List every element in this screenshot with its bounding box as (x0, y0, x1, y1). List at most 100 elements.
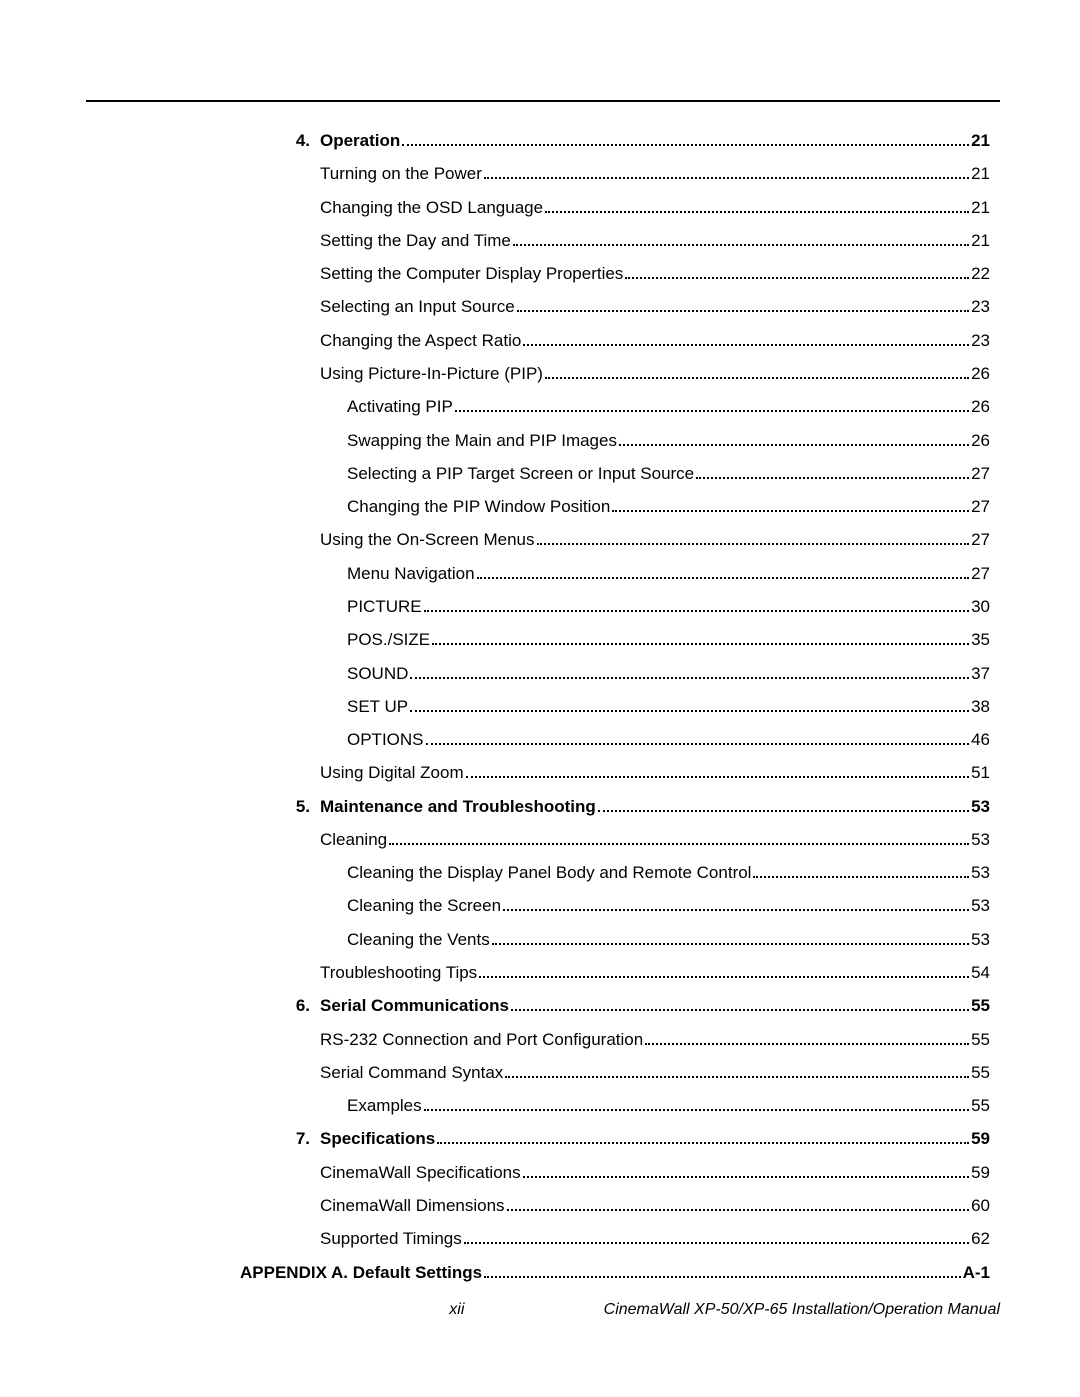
toc-row: Troubleshooting Tips 54 (280, 962, 990, 984)
toc-page-number: 27 (971, 563, 990, 585)
toc-page-number: 37 (971, 663, 990, 685)
toc-entry-label: Using Digital Zoom (320, 762, 464, 784)
toc-dot-leader (389, 832, 969, 845)
toc-dot-leader (523, 333, 969, 346)
toc-row: Changing the PIP Window Position 27 (280, 496, 990, 518)
toc-dot-leader (507, 1198, 970, 1211)
toc-page-number: 22 (971, 263, 990, 285)
toc-row: RS-232 Connection and Port Configuration… (280, 1029, 990, 1051)
toc-dot-leader (517, 300, 969, 313)
toc-dot-leader (523, 1165, 969, 1178)
toc-row: Cleaning 53 (280, 829, 990, 851)
toc-page-number: A-1 (963, 1262, 990, 1284)
toc-entry-label: RS-232 Connection and Port Configuration (320, 1029, 643, 1051)
toc-dot-leader (612, 499, 969, 512)
toc-entry-label: Changing the PIP Window Position (347, 496, 610, 518)
toc-dot-leader (513, 233, 969, 246)
toc-row: APPENDIX A. Default Settings A-1 (240, 1262, 990, 1284)
horizontal-rule (86, 100, 1000, 102)
toc-page-number: 26 (971, 430, 990, 452)
toc-page-number: 59 (971, 1128, 990, 1150)
toc-dot-leader (753, 865, 969, 878)
toc-entry-label: SOUND (347, 663, 408, 685)
toc-entry-label: POS./SIZE (347, 629, 430, 651)
toc-dot-leader (598, 799, 969, 812)
toc-entry-label: Operation (320, 130, 400, 152)
toc-row: Serial Command Syntax 55 (280, 1062, 990, 1084)
toc-page-number: 46 (971, 729, 990, 751)
toc-page-number: 55 (971, 995, 990, 1017)
toc-section-number: 6. (280, 995, 310, 1017)
toc-section-number: 4. (280, 130, 310, 152)
toc-entry-label: SET UP (347, 696, 408, 718)
toc-dot-leader (545, 366, 969, 379)
toc-page-number: 54 (971, 962, 990, 984)
toc-dot-leader (619, 433, 969, 446)
toc-row: OPTIONS46 (280, 729, 990, 751)
toc-entry-label: CinemaWall Dimensions (320, 1195, 505, 1217)
toc-page-number: 27 (971, 496, 990, 518)
toc-dot-leader (410, 699, 969, 712)
toc-entry-label: Changing the Aspect Ratio (320, 330, 521, 352)
toc-row: Cleaning the Vents53 (280, 929, 990, 951)
toc-dot-leader (424, 599, 969, 612)
toc-row: Turning on the Power 21 (280, 163, 990, 185)
toc-dot-leader (696, 466, 969, 479)
toc-row: Changing the Aspect Ratio 23 (280, 330, 990, 352)
toc-row: Using Picture-In-Picture (PIP) 26 (280, 363, 990, 385)
toc-dot-leader (537, 533, 970, 546)
toc-page-number: 35 (971, 629, 990, 651)
toc-row: Activating PIP 26 (280, 396, 990, 418)
toc-entry-label: Examples (347, 1095, 422, 1117)
toc-page-number: 60 (971, 1195, 990, 1217)
toc-entry-label: Changing the OSD Language (320, 197, 543, 219)
toc-row: Cleaning the Display Panel Body and Remo… (280, 862, 990, 884)
toc-page-number: 55 (971, 1062, 990, 1084)
toc-page-number: 21 (971, 163, 990, 185)
toc-section-number: 5. (280, 796, 310, 818)
toc-page-number: 21 (971, 197, 990, 219)
toc-row: Using Digital Zoom 51 (280, 762, 990, 784)
toc-entry-label: PICTURE (347, 596, 422, 618)
toc-page-number: 26 (971, 396, 990, 418)
toc-entry-label: APPENDIX A. Default Settings (240, 1262, 482, 1284)
toc-dot-leader (545, 200, 969, 213)
toc-page-number: 51 (971, 762, 990, 784)
toc-row: 7.Specifications 59 (280, 1128, 990, 1150)
toc-page-number: 55 (971, 1029, 990, 1051)
table-of-contents: 4.Operation 21Turning on the Power 21Cha… (280, 130, 990, 1284)
toc-page-number: 53 (971, 862, 990, 884)
toc-page-number: 53 (971, 829, 990, 851)
toc-entry-label: Serial Communications (320, 995, 509, 1017)
toc-entry-label: Cleaning the Display Panel Body and Remo… (347, 862, 751, 884)
toc-entry-label: Cleaning the Screen (347, 895, 501, 917)
toc-row: Setting the Computer Display Properties … (280, 263, 990, 285)
toc-page-number: 62 (971, 1228, 990, 1250)
toc-entry-label: Supported Timings (320, 1228, 462, 1250)
toc-row: SET UP 38 (280, 696, 990, 718)
toc-row: PICTURE 30 (280, 596, 990, 618)
toc-entry-label: Menu Navigation (347, 563, 475, 585)
toc-dot-leader (410, 666, 969, 679)
toc-page-number: 23 (971, 330, 990, 352)
toc-dot-leader (511, 999, 969, 1012)
toc-page-number: 53 (971, 929, 990, 951)
toc-dot-leader (492, 932, 969, 945)
toc-row: Selecting an Input Source 23 (280, 296, 990, 318)
toc-row: 5.Maintenance and Troubleshooting 53 (280, 796, 990, 818)
page-footer: xii CinemaWall XP-50/XP-65 Installation/… (80, 1301, 1000, 1319)
toc-dot-leader (505, 1065, 969, 1078)
toc-page-number: 53 (971, 796, 990, 818)
toc-entry-label: Specifications (320, 1128, 435, 1150)
toc-page-number: 27 (971, 529, 990, 551)
toc-page-number: 26 (971, 363, 990, 385)
toc-page-number: 53 (971, 895, 990, 917)
toc-row: Supported Timings 62 (280, 1228, 990, 1250)
toc-dot-leader (477, 566, 970, 579)
toc-page-number: 59 (971, 1162, 990, 1184)
toc-entry-label: Selecting an Input Source (320, 296, 515, 318)
toc-dot-leader (455, 400, 969, 413)
toc-row: CinemaWall Dimensions 60 (280, 1195, 990, 1217)
toc-page-number: 38 (971, 696, 990, 718)
toc-dot-leader (466, 766, 969, 779)
